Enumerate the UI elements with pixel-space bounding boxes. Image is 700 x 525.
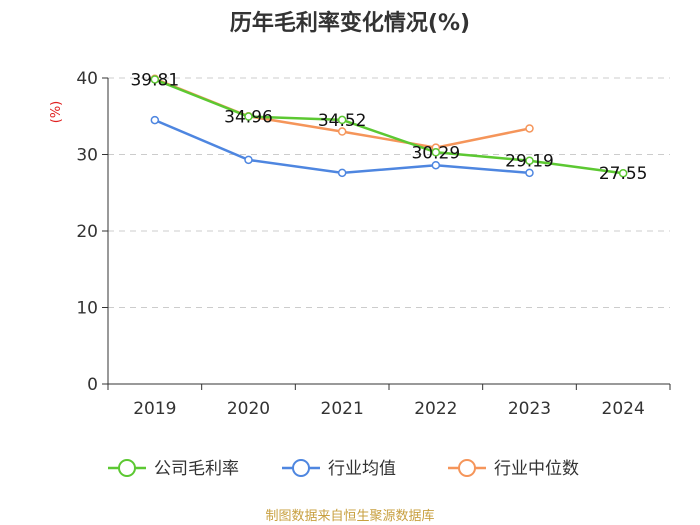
x-tick-label: 2019 xyxy=(133,399,176,419)
data-point xyxy=(244,112,253,121)
data-label: 39.81 xyxy=(130,70,179,90)
y-tick-label: 20 xyxy=(76,222,98,242)
x-tick-label: 2020 xyxy=(227,399,270,419)
data-point xyxy=(337,168,347,178)
legend-item: 行业中位数 xyxy=(448,459,579,479)
legend-swatch-marker xyxy=(458,459,476,477)
data-point xyxy=(525,124,534,133)
axes: 0 10 20 30 40 2019 2020 2021 2022 2023 2024 xyxy=(76,69,671,419)
x-tick-label: 2021 xyxy=(321,399,364,419)
y-tick-label: 10 xyxy=(76,299,98,319)
data-point xyxy=(244,155,253,165)
legend-label: 行业均值 xyxy=(328,459,396,479)
legend: 公司毛利率 行业均值 行业中位数 xyxy=(108,459,579,479)
data-label: 30.29 xyxy=(411,143,460,163)
data-label: 34.52 xyxy=(318,111,367,131)
series-layer xyxy=(150,74,628,178)
data-label: 27.55 xyxy=(599,164,648,184)
x-tick-label: 2022 xyxy=(414,399,457,419)
data-label: 29.19 xyxy=(505,152,554,172)
data-label: 34.96 xyxy=(224,108,273,128)
data-point xyxy=(150,115,160,125)
legend-swatch-marker xyxy=(292,459,310,477)
data-point xyxy=(525,156,534,165)
data-labels: 39.81 34.96 34.52 30.29 29.19 27.55 xyxy=(130,70,647,184)
y-axis-label: (%) xyxy=(49,101,64,124)
data-point xyxy=(431,160,441,170)
legend-label: 行业中位数 xyxy=(494,459,579,479)
data-point xyxy=(431,148,441,157)
chart-title: 历年毛利率变化情况(%) xyxy=(230,10,470,36)
series-line xyxy=(154,78,624,175)
data-point xyxy=(337,115,347,125)
data-point xyxy=(150,75,160,84)
legend-item: 行业均值 xyxy=(282,459,396,479)
legend-swatch-marker xyxy=(118,459,136,477)
y-tick-label: 0 xyxy=(87,375,98,395)
data-point xyxy=(525,168,534,178)
legend-label: 公司毛利率 xyxy=(154,459,239,479)
x-tick-label: 2024 xyxy=(602,399,645,419)
data-point xyxy=(618,168,628,178)
data-point xyxy=(337,127,347,136)
y-tick-label: 40 xyxy=(76,69,98,89)
x-tick-label: 2023 xyxy=(508,399,551,419)
grid-lines xyxy=(108,77,670,308)
legend-item: 公司毛利率 xyxy=(108,459,239,479)
y-tick-label: 30 xyxy=(76,146,98,166)
source-note: 制图数据来自恒生聚源数据库 xyxy=(265,508,434,524)
